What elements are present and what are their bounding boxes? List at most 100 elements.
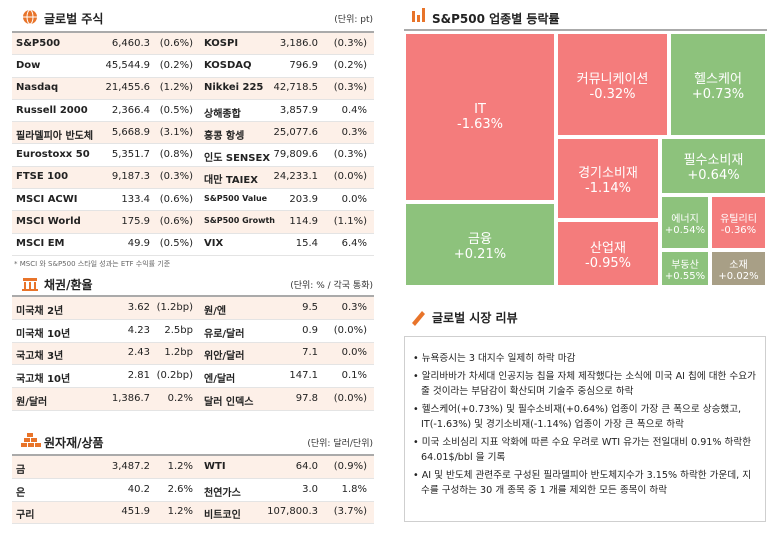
table-row: Eurostoxx 50 5,351.7 (0.8%) 인도 SENSEX 79,809… xyxy=(12,145,374,167)
cell-value: (1.2bp) xyxy=(156,301,193,313)
table-row: MSCI World 175.9 (0.6%) S&P500 Growth 114.9 (… xyxy=(12,211,374,234)
cell-value: (0.0%) xyxy=(333,324,367,336)
tile-value: +0.21% xyxy=(453,246,507,262)
bullet: • 미국 소비심리 지표 악화에 따른 수요 우려로 WTI 유가는 전일대비 … xyxy=(413,437,752,463)
tile-label: 경기소비재 xyxy=(578,165,638,181)
cell-value: 114.9 xyxy=(289,216,318,228)
cell-value: (0.3%) xyxy=(333,82,367,94)
cell-value: 0.1% xyxy=(341,370,367,382)
cell-value: 6.4% xyxy=(341,238,367,250)
cell-value: (0.3%) xyxy=(333,149,367,161)
row-label: 상해종합 xyxy=(204,108,241,120)
row-label: 유로/달러 xyxy=(204,328,245,340)
cell-value: (0.8%) xyxy=(159,149,193,161)
cell-value: (0.5%) xyxy=(159,104,193,116)
row-label: 원/엔 xyxy=(204,305,227,317)
cell-value: 79,809.6 xyxy=(273,149,318,161)
row-label: FTSE 100 xyxy=(16,171,69,183)
cell-value: 5,668.9 xyxy=(111,126,150,138)
row-label: 홍콩 항셍 xyxy=(204,130,245,142)
treemap-tile: 경기소비재 -1.14% xyxy=(556,137,660,220)
bullet: • 헬스케어(+0.73%) 및 필수소비재(+0.64%) 업종이 가장 큰 … xyxy=(413,404,742,430)
table-row: MSCI ACWI 133.4 (0.6%) S&P500 Value 203.9 0.0… xyxy=(12,189,374,212)
tile-value: +0.64% xyxy=(687,168,740,183)
tile-label: 커뮤니케이션 xyxy=(576,71,649,87)
row-label: 원/달러 xyxy=(16,397,48,409)
review-box: • 뉴욕증시는 3 대지수 일제히 하락 마감 • 알리바바가 차세대 인공지능 … xyxy=(404,336,766,522)
row-label: 위안/달러 xyxy=(204,351,245,363)
cell-value: (0.6%) xyxy=(159,216,193,228)
cell-value: 2,366.4 xyxy=(111,104,150,116)
cell-value: 7.1 xyxy=(302,347,318,359)
cell-value: 40.2 xyxy=(127,483,150,495)
table-row: 구리 451.9 1.2% 비트코인 107,800.3 (3.7%) xyxy=(12,501,374,525)
cell-value: 21,455.6 xyxy=(105,82,150,94)
cell-value: (0.0%) xyxy=(333,393,367,405)
cell-value: (0.6%) xyxy=(159,193,193,205)
cell-value: (0.6%) xyxy=(159,37,193,49)
cell-value: 203.9 xyxy=(289,193,318,205)
cell-value: 1.2bp xyxy=(164,347,193,359)
tile-label: 산업재 xyxy=(590,240,626,256)
row-label: MSCI ACWI xyxy=(16,193,78,205)
cell-value: (0.2bp) xyxy=(156,370,193,382)
row-label: S&P500 xyxy=(16,37,61,49)
cell-value: 42,718.5 xyxy=(273,82,318,94)
treemap-tile: 커뮤니케이션 -0.32% xyxy=(556,32,669,137)
cell-value: 2.6% xyxy=(167,483,193,495)
row-label: 대만 TAIEX xyxy=(204,175,258,187)
cell-value: 1.2% xyxy=(167,460,193,472)
cell-value: 15.4 xyxy=(295,238,318,250)
tile-label: 필수소비재 xyxy=(683,153,744,168)
row-label: WTI xyxy=(204,460,226,472)
tile-label: 에너지 xyxy=(671,213,699,225)
cell-value: (3.1%) xyxy=(159,126,193,138)
row-label: 금 xyxy=(16,464,26,476)
section-title: 글로벌 주식 xyxy=(44,12,104,26)
cell-value: 133.4 xyxy=(121,193,150,205)
cell-value: (0.5%) xyxy=(159,238,193,250)
tile-label: 부동산 xyxy=(671,259,699,271)
row-label: 은 xyxy=(16,487,26,499)
treemap-tile: 산업재 -0.95% xyxy=(556,220,660,287)
cell-value: 64.0 xyxy=(295,460,318,472)
cell-value: 3.62 xyxy=(127,301,150,313)
treemap-tile: 필수소비재 +0.64% xyxy=(660,137,767,195)
cell-value: 2.81 xyxy=(127,370,150,382)
tile-value: +0.54% xyxy=(664,224,706,236)
row-label: 미국채 10년 xyxy=(16,328,71,340)
section-title: 원자재/상품 xyxy=(44,436,104,450)
treemap-tile: 에너지 +0.54% xyxy=(660,195,710,250)
cell-value: 0.0% xyxy=(341,347,367,359)
cell-value: 1.8% xyxy=(341,483,367,495)
row-label: Nikkei 225 xyxy=(204,82,264,94)
cell-value: 97.8 xyxy=(295,393,318,405)
treemap-tile: IT -1.63% xyxy=(404,32,556,202)
cell-value: 796.9 xyxy=(289,59,318,71)
cell-value: 2.43 xyxy=(127,347,150,359)
section-title: S&P500 업종별 등락률 xyxy=(432,12,560,26)
tile-label: 금융 xyxy=(468,231,492,247)
unit: (단위: % / 각국 통화) xyxy=(290,281,373,291)
row-label: 인도 SENSEX xyxy=(204,153,271,165)
table-row: 은 40.2 2.6% 천연가스 3.0 1.8% xyxy=(12,479,374,502)
tile-label: IT xyxy=(474,102,486,117)
treemap-tile: 소재 +0.02% xyxy=(710,250,767,287)
cell-value: 0.4% xyxy=(341,104,367,116)
tile-value: +0.02% xyxy=(718,270,759,282)
cell-value: 3.0 xyxy=(302,483,318,495)
cell-value: 0.3% xyxy=(341,126,367,138)
treemap-tile: 부동산 +0.55% xyxy=(660,250,710,287)
cell-value: 25,077.6 xyxy=(273,126,318,138)
unit: (단위: 달러/단위) xyxy=(307,439,373,449)
tile-value: -1.63% xyxy=(457,117,503,132)
cell-value: 0.0% xyxy=(341,193,367,205)
cell-value: 1.2% xyxy=(167,506,193,518)
tile-label: 소재 xyxy=(729,259,748,271)
cell-value: 1,386.7 xyxy=(111,393,150,405)
tile-value: -0.95% xyxy=(585,255,631,271)
treemap-tile: 헬스케어 +0.73% xyxy=(669,32,767,137)
row-label: 달러 인덱스 xyxy=(204,397,254,409)
cell-value: 2.5bp xyxy=(164,324,193,336)
